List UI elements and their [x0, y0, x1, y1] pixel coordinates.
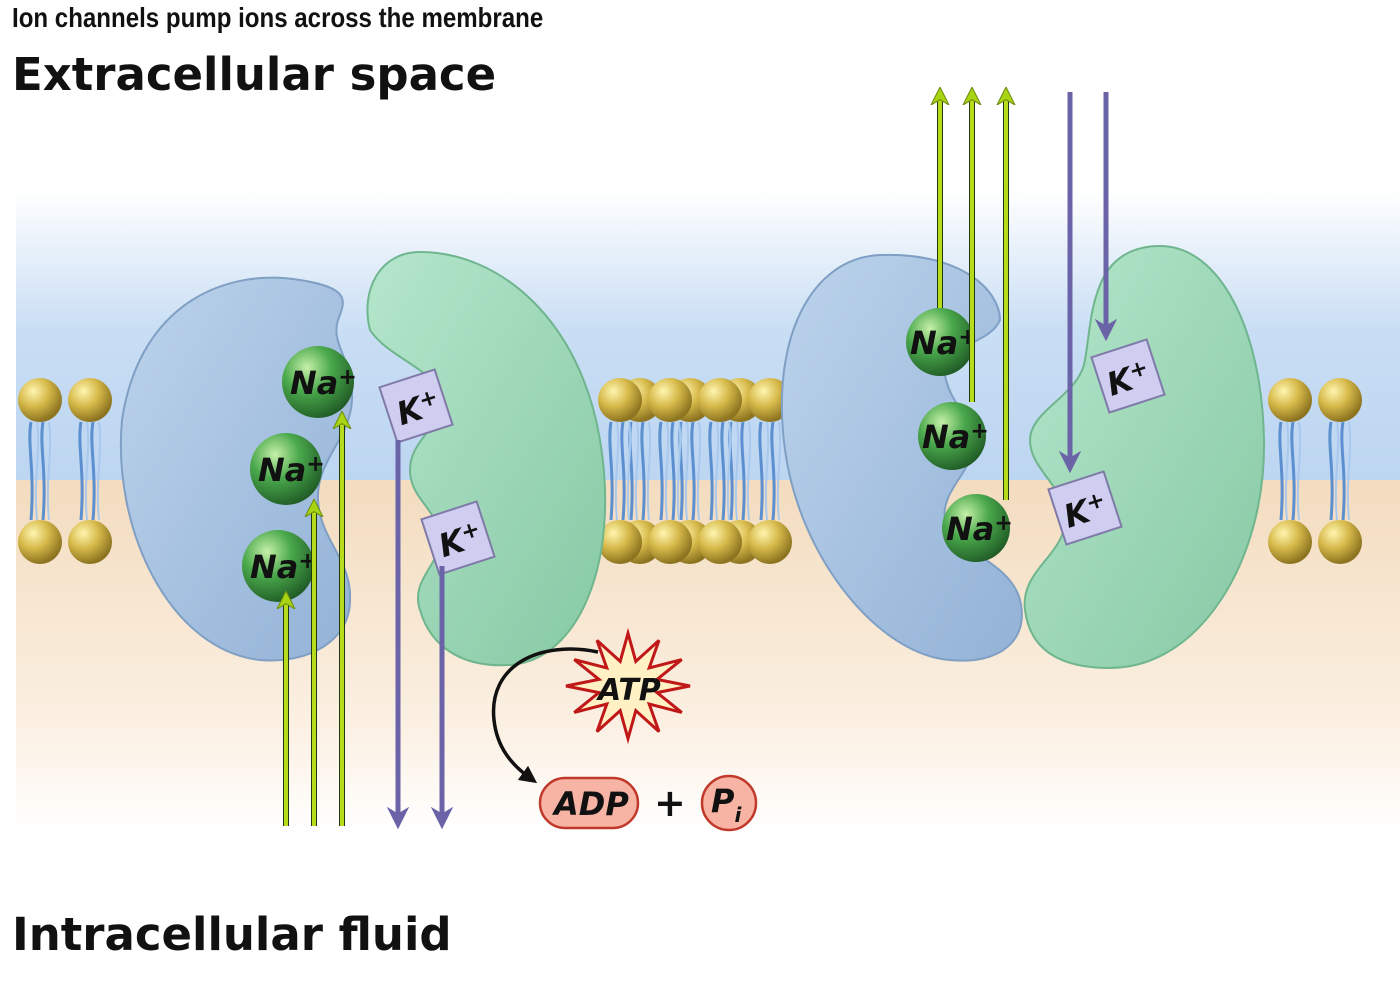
- lipid-tail: [28, 421, 34, 521]
- lipid-head: [68, 378, 112, 422]
- lipid-tail: [626, 421, 632, 521]
- lipid-head: [748, 520, 792, 564]
- lipid-tail: [758, 421, 764, 521]
- lipid-tail: [34, 421, 40, 521]
- lipid-tail: [734, 421, 740, 521]
- right-pump: Na+ Na+ Na+ K+ K+: [780, 244, 1266, 670]
- lipid-tail: [658, 421, 664, 521]
- lipid-head: [18, 520, 62, 564]
- left-potassium-ion-1: K+: [378, 368, 454, 444]
- lipid-tail: [620, 421, 626, 521]
- lipid-tail: [1328, 421, 1334, 521]
- lipid-tail: [696, 421, 702, 521]
- left-potassium-ion-2: K+: [420, 500, 496, 576]
- lipid-head: [648, 520, 692, 564]
- plus-sign: +: [654, 781, 686, 825]
- diagram-caption: Ion channels pump ions across the membra…: [12, 2, 544, 33]
- atp-to-adp-arrow: [491, 647, 599, 784]
- lipid-tail: [1346, 421, 1352, 521]
- lipid-head: [18, 378, 62, 422]
- lipid-head: [1268, 378, 1312, 422]
- lipid-head: [698, 378, 742, 422]
- lipid-tail: [1290, 421, 1296, 521]
- lipid-tail: [634, 421, 640, 521]
- right-pump-green-subunit: [1023, 244, 1266, 670]
- svg-text:Na+: Na+: [922, 418, 989, 456]
- lipid-head: [1268, 520, 1312, 564]
- left-pump: Na+ Na+ Na+ K+ K+: [119, 250, 607, 667]
- atp-hydrolysis: ATP ADP + Pi: [491, 627, 758, 832]
- svg-text:Na+: Na+: [290, 364, 357, 402]
- left-pump-green-subunit: [366, 250, 607, 667]
- lipid-tail: [1278, 421, 1284, 521]
- right-sodium-ion-1: Na+: [906, 308, 977, 376]
- lipid-tail: [1340, 421, 1346, 521]
- adp-molecule: ADP: [538, 776, 640, 830]
- right-sodium-ion-2: Na+: [918, 402, 989, 470]
- lipid-tail: [1296, 421, 1302, 521]
- left-sodium-arrows: [286, 420, 342, 826]
- right-potassium-ion-1: K+: [1090, 338, 1166, 414]
- svg-text:Na+: Na+: [258, 451, 325, 489]
- lipid-tail: [764, 421, 770, 521]
- right-sodium-ion-3: Na+: [942, 494, 1013, 562]
- lipid-tail: [676, 421, 682, 521]
- right-sodium-arrows: [940, 96, 1006, 500]
- svg-text:K+: K+: [1059, 486, 1112, 536]
- lipid-tail: [690, 421, 696, 521]
- right-potassium-arrows: [1058, 92, 1118, 474]
- phosphate-subscript: i: [734, 803, 742, 827]
- lipid-head: [598, 520, 642, 564]
- lipid-tail: [684, 421, 690, 521]
- lipid-tail: [740, 421, 746, 521]
- lipid-tail: [726, 421, 732, 521]
- lipid-tail: [96, 421, 102, 521]
- left-potassium-arrows: [386, 440, 454, 830]
- atp-label: ATP: [596, 673, 661, 708]
- lipid-tail: [640, 421, 646, 521]
- phosphate-label: P: [711, 782, 735, 820]
- lipid-tail: [746, 421, 752, 521]
- lipid-tail: [646, 421, 652, 521]
- extracellular-label: Extracellular space: [12, 48, 497, 101]
- left-sodium-ion-2: Na+: [250, 433, 325, 505]
- lipid-tail: [614, 421, 620, 521]
- lipid-tail: [770, 421, 776, 521]
- lipid-tail: [720, 421, 726, 521]
- lipid-tail: [90, 421, 96, 521]
- atp-starburst: [565, 627, 691, 745]
- lipid-tail: [708, 421, 714, 521]
- left-sodium-ion-1: Na+: [282, 346, 357, 418]
- lipid-tail: [664, 421, 670, 521]
- lipid-bilayer: [18, 378, 1362, 564]
- right-potassium-ion-2: K+: [1047, 470, 1123, 546]
- lipid-tail: [714, 421, 720, 521]
- lipid-tail: [84, 421, 90, 521]
- lipid-head: [1318, 520, 1362, 564]
- lipid-head: [698, 520, 742, 564]
- phosphate-molecule: Pi: [700, 774, 758, 832]
- lipid-head: [598, 378, 642, 422]
- lipid-tail: [1284, 421, 1290, 521]
- svg-text:Na+: Na+: [946, 510, 1013, 548]
- adp-label: ADP: [551, 785, 629, 823]
- lipid-tail: [78, 421, 84, 521]
- lipid-head: [648, 378, 692, 422]
- lipid-head: [1318, 378, 1362, 422]
- lipid-tail: [46, 421, 52, 521]
- lipid-tail: [608, 421, 614, 521]
- lipid-head: [68, 520, 112, 564]
- lipid-tail: [40, 421, 46, 521]
- lipid-tail: [670, 421, 676, 521]
- lipid-tail: [776, 421, 782, 521]
- lipid-tail: [1334, 421, 1340, 521]
- svg-text:Pi: Pi: [711, 782, 742, 827]
- intracellular-label: Intracellular fluid: [12, 908, 452, 961]
